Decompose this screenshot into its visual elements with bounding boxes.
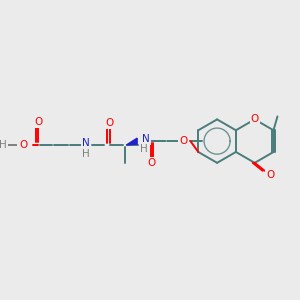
Text: N: N [82, 138, 90, 148]
Text: O: O [34, 117, 43, 128]
Text: H: H [18, 140, 26, 150]
Text: O: O [266, 170, 274, 180]
Text: N: N [142, 134, 150, 144]
Text: O: O [250, 114, 259, 124]
Text: H: H [82, 149, 90, 159]
Text: O: O [20, 140, 28, 150]
Text: H: H [140, 144, 148, 154]
Text: H: H [0, 140, 7, 150]
Text: O: O [179, 136, 188, 146]
Polygon shape [126, 138, 137, 145]
Text: O: O [105, 118, 114, 128]
Text: O: O [148, 158, 156, 168]
